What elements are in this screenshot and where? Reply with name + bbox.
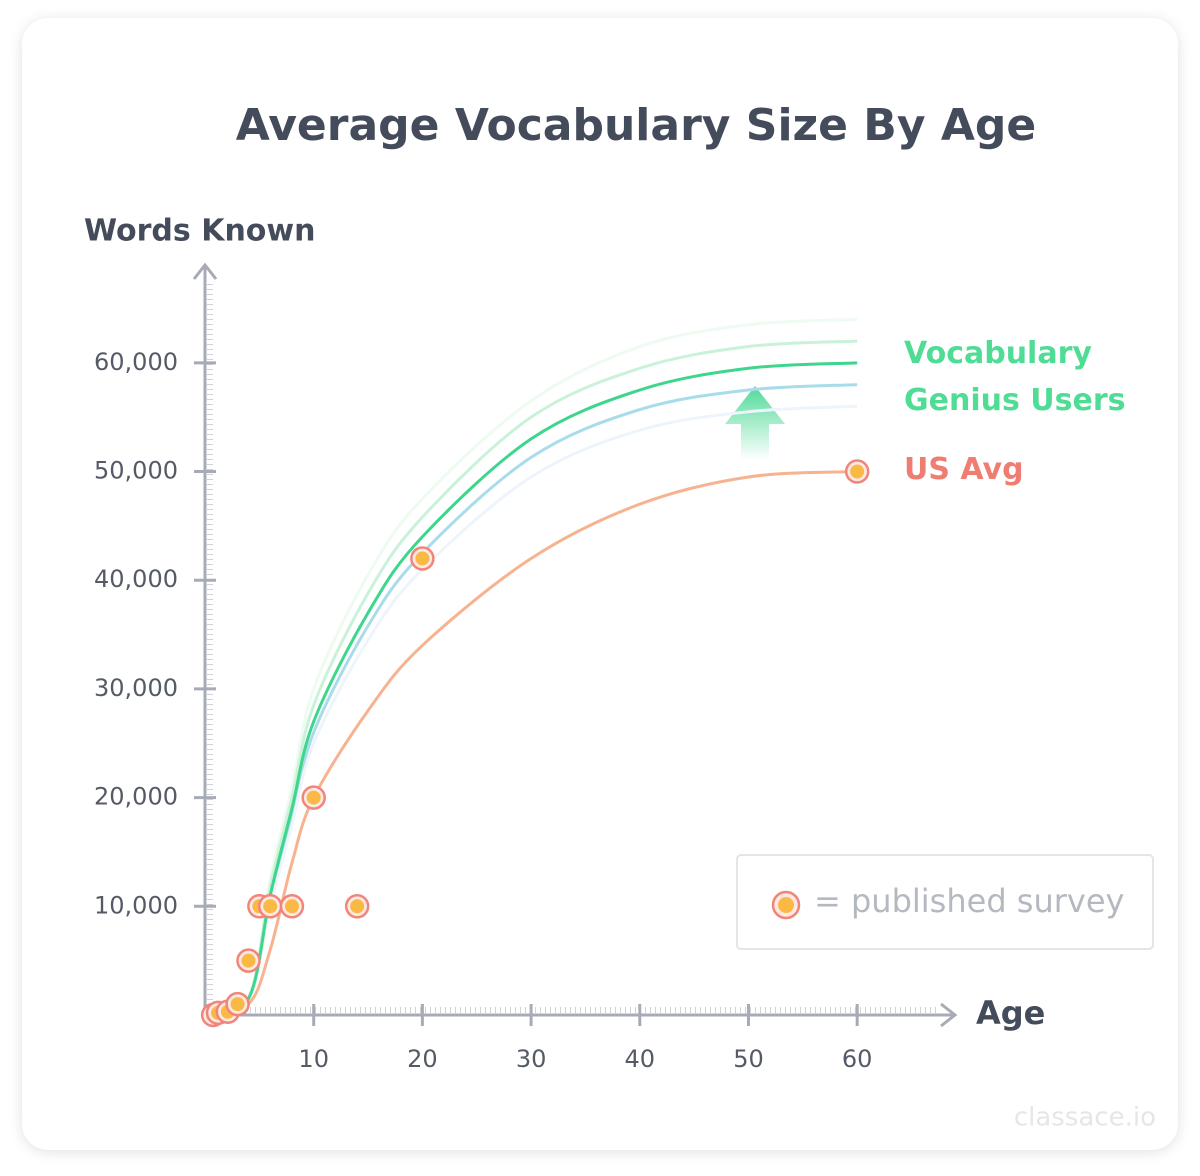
series-line [204, 470, 858, 1017]
series-label: US Avg [904, 452, 1024, 487]
y-tick-label: 20,000 [94, 783, 178, 811]
y-tick-label: 50,000 [94, 457, 178, 485]
x-axis-label: Age [976, 994, 1045, 1032]
y-axis-label: Words Known [84, 214, 316, 249]
watermark: classace.io [1014, 1103, 1156, 1133]
survey-point [350, 899, 365, 914]
survey-point [230, 997, 245, 1012]
x-tick-label: 40 [625, 1045, 656, 1073]
survey-point [306, 790, 321, 805]
y-tick-label: 40,000 [94, 565, 178, 593]
series-label: Vocabulary Genius Users [904, 336, 1126, 418]
y-tick-label: 60,000 [94, 348, 178, 376]
survey-point [284, 899, 299, 914]
survey-point [850, 464, 865, 479]
up-arrow [725, 386, 785, 460]
legend-label: = published survey [814, 882, 1124, 920]
card [22, 18, 1178, 1150]
survey-point [241, 953, 256, 968]
chart-title: Average Vocabulary Size By Age [236, 100, 1036, 151]
x-tick-label: 10 [298, 1045, 329, 1073]
y-tick-label: 30,000 [94, 674, 178, 702]
legend-box [736, 854, 1154, 950]
y-axis-arrow [192, 262, 218, 280]
x-tick-label: 20 [407, 1045, 438, 1073]
x-tick-label: 60 [842, 1045, 873, 1073]
y-tick-label: 10,000 [94, 891, 178, 919]
survey-point [415, 551, 430, 566]
x-tick-label: 50 [733, 1045, 764, 1073]
survey-point [263, 899, 278, 914]
x-axis-arrow [940, 1002, 958, 1028]
x-tick-label: 30 [516, 1045, 547, 1073]
legend-marker [778, 897, 794, 913]
